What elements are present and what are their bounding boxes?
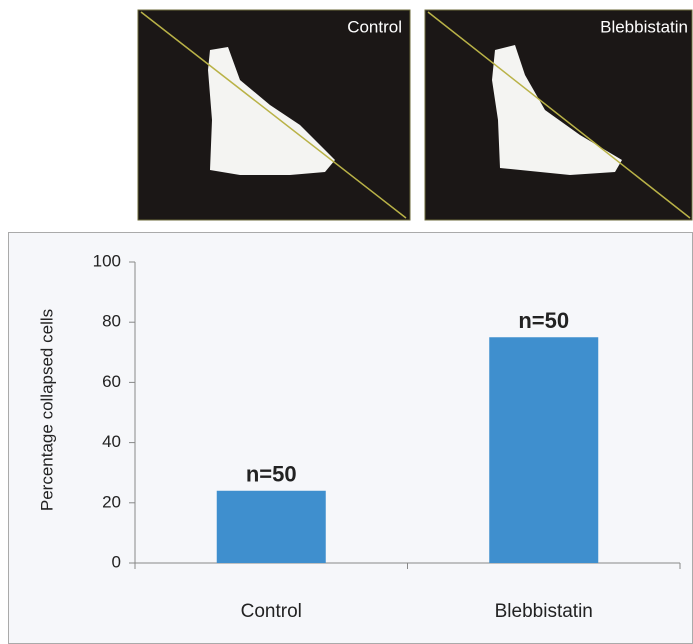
- bar-label: n=50: [518, 308, 569, 333]
- y-tick-label: 100: [93, 251, 121, 270]
- y-axis-label: Percentage collapsed cells: [37, 309, 56, 511]
- x-tick-label: Blebbistatin: [495, 601, 593, 622]
- bar: [489, 337, 598, 563]
- control-image: Control: [138, 10, 410, 220]
- image-label: Control: [347, 17, 402, 36]
- y-tick-label: 0: [112, 552, 121, 571]
- image-label: Blebbistatin: [600, 17, 688, 36]
- y-tick-label: 60: [102, 372, 121, 391]
- bar-label: n=50: [246, 462, 297, 487]
- y-tick-label: 40: [102, 432, 121, 451]
- x-tick-label: Control: [241, 601, 302, 622]
- blebbistatin-image: Blebbistatin: [425, 10, 692, 220]
- figure: Control Blebbistatin Percentage collapse…: [0, 0, 693, 644]
- y-tick-label: 80: [102, 312, 121, 331]
- y-tick-label: 20: [102, 492, 121, 511]
- bar: [217, 491, 326, 563]
